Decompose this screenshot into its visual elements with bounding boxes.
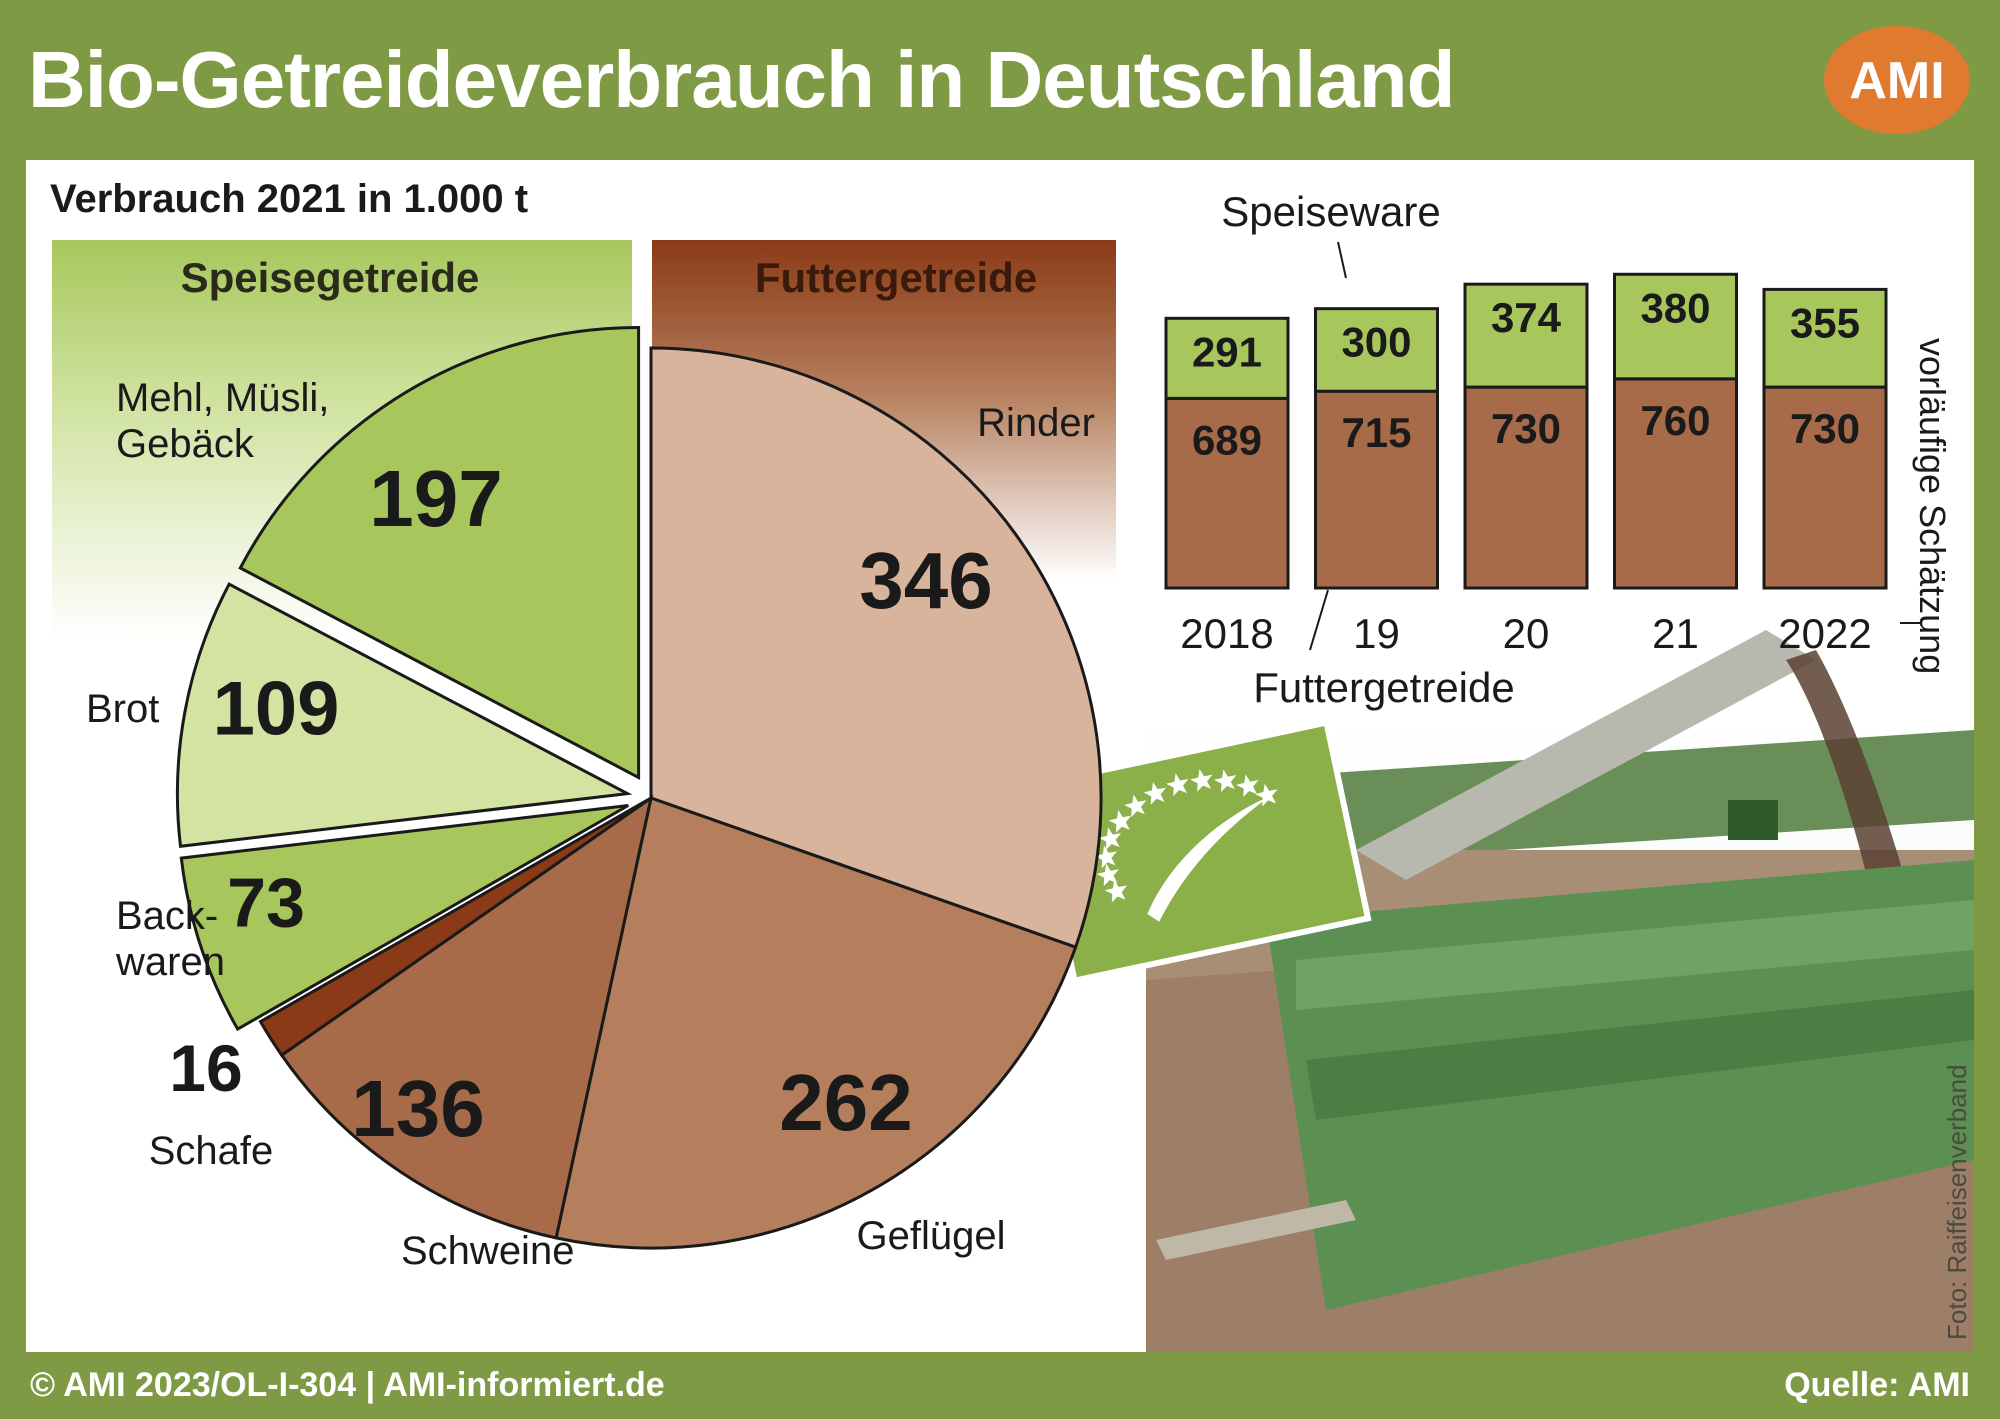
eu-star-icon: [1213, 769, 1237, 793]
pie-slice-gefluegel: [554, 796, 1078, 1250]
bar-value-speiseware-2018: 291: [1192, 328, 1262, 375]
eu-star-icon: [1094, 845, 1117, 869]
bar-futtergetreide-2018: [1164, 396, 1290, 590]
pie-value-brot: 109: [213, 667, 340, 752]
annotation-vorlaeufige-schaetzung: vorläufige Schätzung: [1912, 338, 1953, 674]
pie-value-mehl-muesli-gebaeck: 197: [369, 454, 502, 543]
bar-speiseware-21: [1613, 272, 1738, 381]
pie-slice-brot: [175, 582, 633, 848]
bar-futtergetreide-20: [1463, 385, 1589, 590]
series-label-speiseware: Speiseware: [1221, 188, 1440, 235]
pie-label-brot: Brot: [86, 687, 159, 731]
series-leader-futtergetreide: [1309, 589, 1329, 651]
stacked-bar-chart: 689 291 2018 715 300 19 730 374 20 760 380 21 730 355…: [1164, 188, 1953, 711]
bar-tick-label: 2018: [1180, 610, 1273, 657]
eu-star-icon: [1143, 782, 1166, 805]
bar-speiseware-20: [1463, 282, 1589, 389]
pie-title: Verbrauch 2021 in 1.000 t: [50, 177, 528, 221]
eu-star-icon: [1104, 879, 1128, 903]
bar-value-speiseware-21: 380: [1640, 284, 1710, 331]
eu-star-icon: [1166, 773, 1189, 797]
pie-slice-rinder: [649, 346, 1103, 950]
pie-slice-mehl-muesli-gebaeck: [238, 325, 641, 780]
eu-star-icon: [1108, 810, 1132, 833]
series-leader-speiseware: [1337, 241, 1347, 279]
footer-copyright: © AMI 2023/OL-I-304 | AMI-informiert.de: [30, 1366, 665, 1404]
bar-value-futtergetreide-2018: 689: [1192, 416, 1262, 463]
pie-label-schweine: Schweine: [401, 1229, 574, 1273]
pie-label-backwaren: Back-waren: [115, 894, 225, 984]
pie-slice-schafe: [258, 796, 652, 1058]
group-label-futtergetreide: Futtergetreide: [755, 254, 1037, 301]
bar-speiseware-2018: [1164, 316, 1290, 400]
pie-value-gefluegel: 262: [779, 1058, 912, 1147]
group-label-speisegetreide: Speisegetreide: [181, 254, 480, 301]
pie-value-backwaren: 73: [227, 864, 305, 942]
bar-value-futtergetreide-2022: 730: [1790, 405, 1860, 452]
bar-speiseware-2022: [1762, 287, 1888, 389]
pie-slice-schweine: [279, 794, 654, 1240]
bar-futtergetreide-21: [1613, 377, 1738, 590]
chart-panel: Foto: Raiffeisenverband Verbrauch 2021 i…: [26, 160, 1974, 1352]
bar-value-speiseware-2022: 355: [1790, 299, 1860, 346]
bar-speiseware-19: [1314, 307, 1439, 393]
bar-value-futtergetreide-21: 760: [1640, 397, 1710, 444]
eu-star-icon: [1098, 827, 1122, 851]
bar-value-speiseware-20: 374: [1491, 294, 1562, 341]
bar-tick-label: 19: [1353, 610, 1400, 657]
logo-text: AMI: [1849, 52, 1944, 110]
footer-source: Quelle: AMI: [1784, 1366, 1970, 1404]
bar-futtergetreide-2022: [1762, 385, 1888, 590]
pie-slice-backwaren: [179, 804, 629, 1032]
pie-value-schweine: 136: [351, 1064, 484, 1153]
eu-star-icon: [1096, 863, 1119, 887]
harvest-photo: Foto: Raiffeisenverband: [1146, 630, 1974, 1352]
pie-label-gefluegel: Geflügel: [857, 1214, 1006, 1258]
pie-label-mehl-muesli-gebaeck: Mehl, Müsli, Gebäck: [116, 376, 329, 466]
page-title: Bio-Getreideverbrauch in Deutschland: [28, 35, 1456, 124]
chart-svg: Foto: Raiffeisenverband Verbrauch 2021 i…: [50, 177, 1974, 1352]
bar-value-futtergetreide-19: 715: [1341, 409, 1411, 456]
eu-star-icon: [1124, 794, 1147, 818]
pie-value-schafe: 16: [169, 1031, 242, 1105]
bar-value-speiseware-19: 300: [1341, 319, 1411, 366]
pie-label-rinder: Rinder: [977, 401, 1095, 445]
eu-star-icon: [1190, 769, 1213, 792]
bar-tick-label: 20: [1503, 610, 1550, 657]
pie-value-rinder: 346: [859, 536, 992, 625]
bar-tick-label: 21: [1652, 610, 1699, 657]
photo-credit: Foto: Raiffeisenverband: [1942, 1064, 1972, 1340]
series-label-futtergetreide: Futtergetreide: [1253, 664, 1514, 711]
bar-futtergetreide-19: [1314, 389, 1439, 590]
pie-chart: 346 Rinder 262 Geflügel 136 Schweine 16 Schafe 7…: [86, 325, 1103, 1273]
bar-value-futtergetreide-20: 730: [1491, 405, 1561, 452]
ami-logo: AMI: [1824, 26, 1970, 134]
eu-star-icon: [1236, 774, 1259, 798]
pie-label-schafe: Schafe: [149, 1129, 274, 1173]
bar-tick-label: 2022: [1778, 610, 1871, 657]
eu-star-icon: [1255, 783, 1278, 807]
